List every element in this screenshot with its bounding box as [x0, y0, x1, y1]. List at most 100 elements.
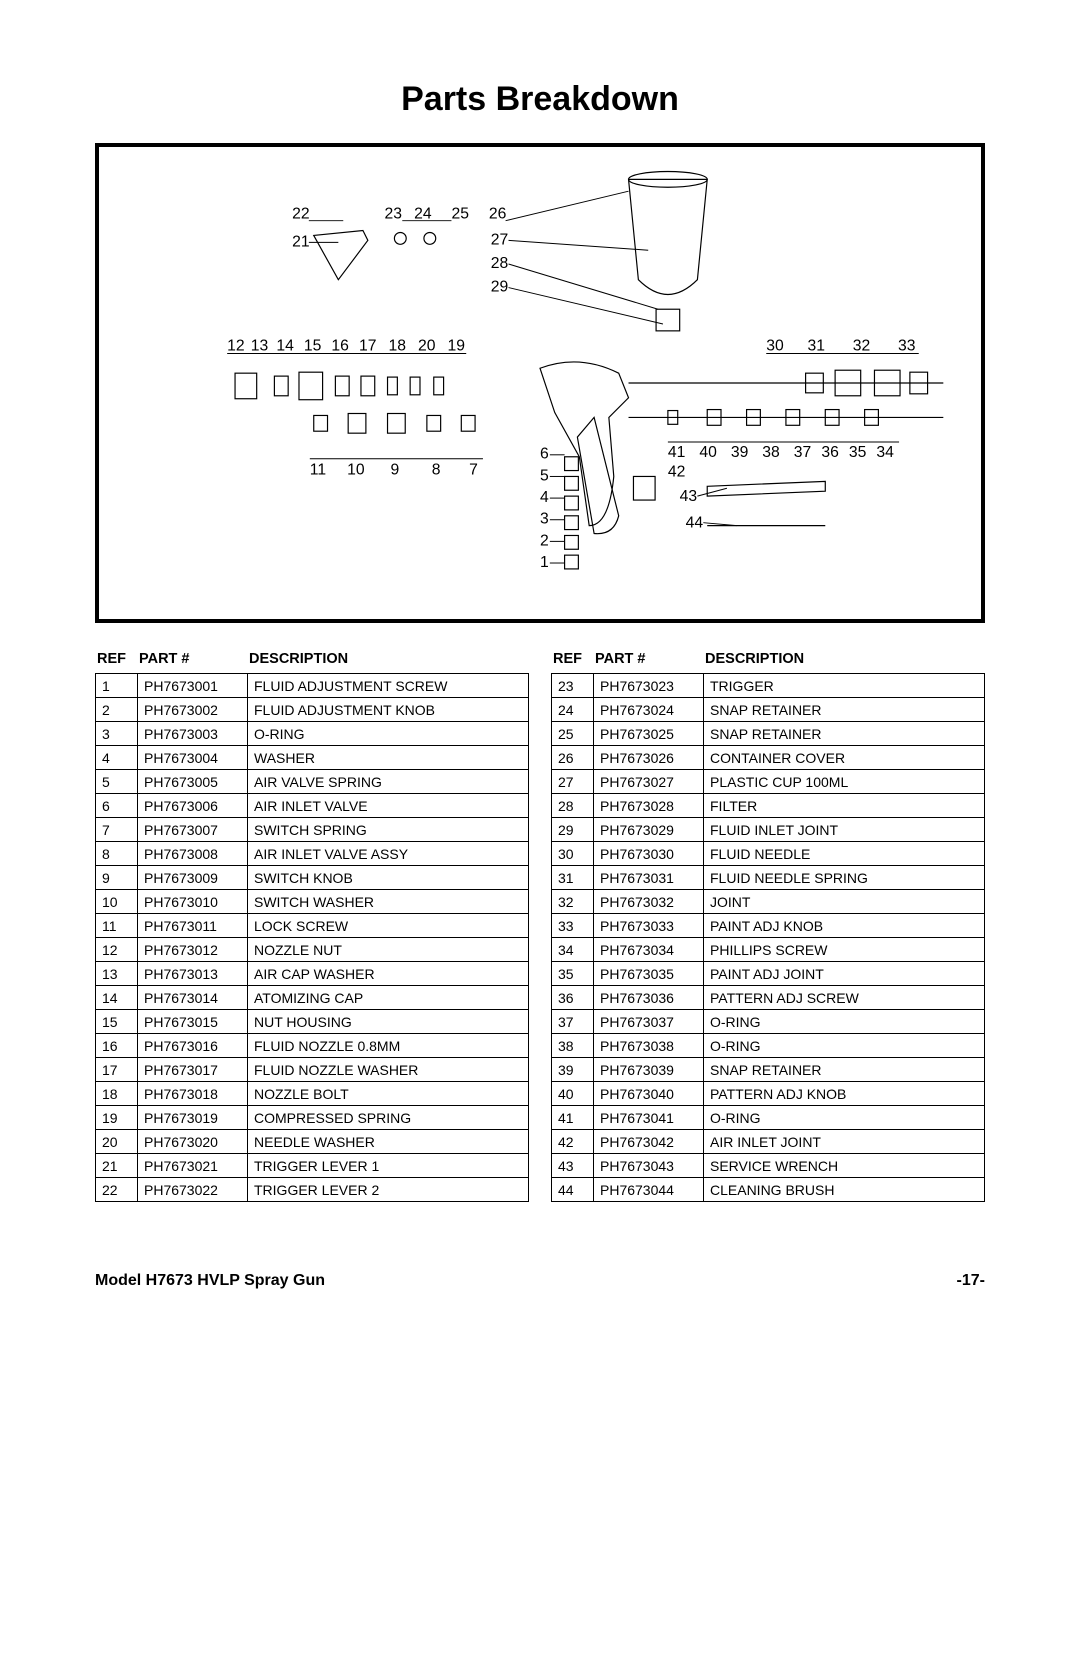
table-row: 28PH7673028FILTER	[552, 794, 985, 818]
cell-desc: CLEANING BRUSH	[704, 1178, 985, 1202]
table-row: 31PH7673031FLUID NEEDLE SPRING	[552, 866, 985, 890]
header-desc: DESCRIPTION	[249, 651, 529, 667]
table-row: 34PH7673034PHILLIPS SCREW	[552, 938, 985, 962]
cell-ref: 41	[552, 1106, 594, 1130]
cell-ref: 2	[96, 698, 138, 722]
cell-part: PH7673011	[138, 914, 248, 938]
cell-desc: O-RING	[248, 722, 529, 746]
cell-part: PH7673024	[594, 698, 704, 722]
cell-desc: O-RING	[704, 1010, 985, 1034]
parts-tables: REF PART # DESCRIPTION 1PH7673001FLUID A…	[95, 651, 985, 1202]
cell-part: PH7673035	[594, 962, 704, 986]
cell-part: PH7673043	[594, 1154, 704, 1178]
cell-desc: TRIGGER LEVER 1	[248, 1154, 529, 1178]
diagram-label-11: 11	[310, 461, 326, 478]
cell-desc: PATTERN ADJ SCREW	[704, 986, 985, 1010]
cell-desc: COMPRESSED SPRING	[248, 1106, 529, 1130]
cell-part: PH7673034	[594, 938, 704, 962]
diagram-label-29: 29	[491, 279, 508, 296]
cell-ref: 32	[552, 890, 594, 914]
cell-ref: 33	[552, 914, 594, 938]
cell-ref: 19	[96, 1106, 138, 1130]
cell-ref: 4	[96, 746, 138, 770]
cell-desc: SNAP RETAINER	[704, 722, 985, 746]
cell-ref: 25	[552, 722, 594, 746]
cell-desc: ATOMIZING CAP	[248, 986, 529, 1010]
cell-part: PH7673041	[594, 1106, 704, 1130]
table-row: 12PH7673012NOZZLE NUT	[96, 938, 529, 962]
table-header-left: REF PART # DESCRIPTION	[95, 651, 529, 673]
diagram-label-5: 5	[540, 467, 549, 484]
table-row: 37PH7673037O-RING	[552, 1010, 985, 1034]
cell-ref: 21	[96, 1154, 138, 1178]
footer-page-number: -17-	[957, 1272, 985, 1290]
diagram-label-1: 1	[540, 554, 549, 571]
cell-ref: 15	[96, 1010, 138, 1034]
cell-ref: 5	[96, 770, 138, 794]
cell-ref: 35	[552, 962, 594, 986]
cell-desc: CONTAINER COVER	[704, 746, 985, 770]
diagram-label-14: 14	[276, 338, 294, 355]
cell-desc: FILTER	[704, 794, 985, 818]
diagram-label-12: 12	[227, 338, 244, 355]
cell-ref: 30	[552, 842, 594, 866]
table-row: 33PH7673033PAINT ADJ KNOB	[552, 914, 985, 938]
diagram-label-26: 26	[489, 206, 507, 223]
diagram-label-25: 25	[451, 206, 469, 223]
cell-part: PH7673016	[138, 1034, 248, 1058]
table-row: 13PH7673013AIR CAP WASHER	[96, 962, 529, 986]
cell-ref: 14	[96, 986, 138, 1010]
cell-ref: 22	[96, 1178, 138, 1202]
header-ref: REF	[553, 651, 595, 667]
diagram-label-43: 43	[680, 488, 698, 505]
cell-ref: 24	[552, 698, 594, 722]
cell-part: PH7673002	[138, 698, 248, 722]
diagram-label-35: 35	[849, 444, 867, 461]
cell-ref: 38	[552, 1034, 594, 1058]
cell-desc: PATTERN ADJ KNOB	[704, 1082, 985, 1106]
table-row: 2PH7673002FLUID ADJUSTMENT KNOB	[96, 698, 529, 722]
diagram-label-18: 18	[389, 338, 407, 355]
cell-part: PH7673003	[138, 722, 248, 746]
cell-part: PH7673005	[138, 770, 248, 794]
table-row: 27PH7673027PLASTIC CUP 100ML	[552, 770, 985, 794]
diagram-label-10: 10	[347, 461, 365, 478]
table-row: 6PH7673006AIR INLET VALVE	[96, 794, 529, 818]
diagram-label-4: 4	[540, 489, 549, 506]
cell-desc: PLASTIC CUP 100ML	[704, 770, 985, 794]
cell-ref: 39	[552, 1058, 594, 1082]
diagram-label-20: 20	[418, 338, 436, 355]
cell-desc: PAINT ADJ KNOB	[704, 914, 985, 938]
diagram-label-44: 44	[686, 515, 704, 532]
table-row: 1PH7673001FLUID ADJUSTMENT SCREW	[96, 674, 529, 698]
diagram-label-40: 40	[699, 444, 717, 461]
cell-desc: AIR CAP WASHER	[248, 962, 529, 986]
cell-ref: 10	[96, 890, 138, 914]
diagram-label-2: 2	[540, 532, 549, 549]
diagram-label-15: 15	[304, 338, 322, 355]
cell-ref: 16	[96, 1034, 138, 1058]
cell-part: PH7673020	[138, 1130, 248, 1154]
cell-desc: O-RING	[704, 1106, 985, 1130]
cell-part: PH7673015	[138, 1010, 248, 1034]
cell-ref: 20	[96, 1130, 138, 1154]
cell-desc: AIR INLET VALVE	[248, 794, 529, 818]
cell-ref: 37	[552, 1010, 594, 1034]
cell-desc: AIR INLET VALVE ASSY	[248, 842, 529, 866]
table-row: 41PH7673041O-RING	[552, 1106, 985, 1130]
footer-model: Model H7673 HVLP Spray Gun	[95, 1272, 325, 1290]
table-row: 39PH7673039SNAP RETAINER	[552, 1058, 985, 1082]
diagram-label-9: 9	[390, 461, 399, 478]
cell-desc: PAINT ADJ JOINT	[704, 962, 985, 986]
diagram-label-17: 17	[359, 338, 376, 355]
cell-ref: 29	[552, 818, 594, 842]
cell-desc: SNAP RETAINER	[704, 1058, 985, 1082]
cell-desc: PHILLIPS SCREW	[704, 938, 985, 962]
table-row: 29PH7673029FLUID INLET JOINT	[552, 818, 985, 842]
page: Parts Breakdown	[0, 0, 1080, 1350]
cell-ref: 40	[552, 1082, 594, 1106]
diagram-label-21: 21	[292, 233, 309, 250]
cell-desc: TRIGGER LEVER 2	[248, 1178, 529, 1202]
table-row: 17PH7673017FLUID NOZZLE WASHER	[96, 1058, 529, 1082]
table-row: 9PH7673009SWITCH KNOB	[96, 866, 529, 890]
